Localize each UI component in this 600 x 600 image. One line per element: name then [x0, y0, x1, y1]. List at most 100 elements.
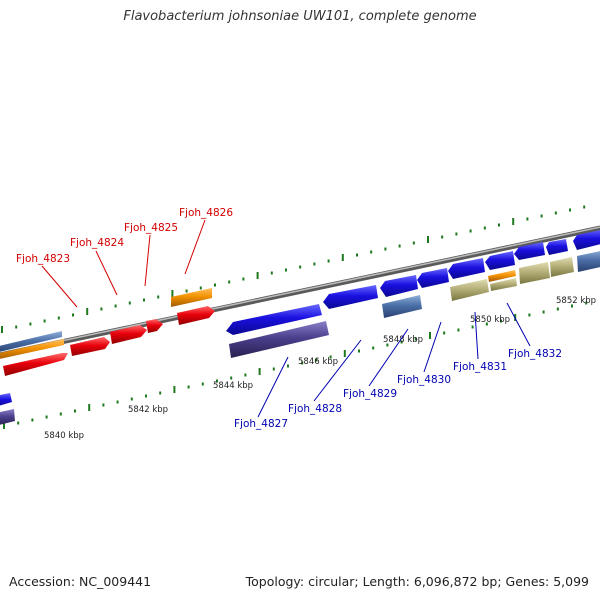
minor-tick-mark: [358, 349, 360, 353]
gene-feature-fjoh4831[interactable]: [448, 258, 485, 279]
gene-feature-orange[interactable]: [0, 339, 64, 360]
minor-tick-mark: [329, 355, 332, 359]
gene-feature-khaki-1[interactable]: [450, 279, 489, 301]
minor-tick-mark: [100, 307, 103, 311]
minor-tick-mark: [270, 271, 273, 275]
minor-tick-mark: [457, 328, 460, 332]
minor-tick-mark: [242, 277, 245, 281]
major-tick-mark: [258, 368, 261, 375]
minor-tick-mark: [185, 289, 188, 293]
minor-tick-mark: [114, 304, 117, 308]
gene-feature-orange-small[interactable]: [488, 270, 516, 282]
minor-tick-mark: [583, 205, 586, 209]
minor-tick-mark: [540, 214, 543, 218]
map-title: Flavobacterium johnsoniae UW101, complet…: [123, 9, 477, 24]
genome-backbone: [0, 225, 600, 358]
minor-tick-mark: [157, 295, 160, 299]
gene-label-fjoh4824[interactable]: Fjoh_4824: [70, 237, 124, 249]
genome-summary: Topology: circular; Length: 6,096,872 bp…: [245, 574, 589, 589]
minor-tick-mark: [228, 280, 231, 284]
gene-feature-orange-rna[interactable]: [171, 288, 212, 307]
minor-tick-mark: [370, 250, 373, 254]
gene-feature-khaki-3[interactable]: [519, 262, 550, 284]
gene-label-fjoh4825[interactable]: Fjoh_4825: [124, 222, 178, 234]
minor-tick-mark: [102, 403, 105, 407]
gene-feature-blue-edge[interactable]: [573, 229, 600, 250]
minor-tick-mark: [128, 301, 131, 305]
minor-tick-mark: [287, 364, 289, 368]
tick-label: 5844 kbp: [213, 381, 253, 391]
gene-label-fjoh4827[interactable]: Fjoh_4827: [234, 418, 288, 430]
major-tick-mark: [173, 386, 176, 393]
gene-feature-fjoh4823[interactable]: [70, 337, 110, 356]
gene-feature-fjoh4832[interactable]: [485, 251, 515, 270]
minor-tick-mark: [72, 313, 74, 317]
minor-tick-mark: [145, 394, 147, 398]
leader-line: [184, 219, 206, 275]
minor-tick-mark: [398, 244, 401, 248]
major-tick-mark: [343, 350, 346, 357]
gene-feature-fjoh4826[interactable]: [177, 306, 215, 325]
gene-label-fjoh4832[interactable]: Fjoh_4832: [508, 348, 562, 360]
gene-feature-fjoh4825[interactable]: [146, 319, 163, 333]
gene-feature-fjoh4824[interactable]: [110, 325, 147, 344]
gene-label-fjoh4823[interactable]: Fjoh_4823: [16, 253, 70, 265]
minor-tick-mark: [356, 253, 358, 257]
minor-tick-mark: [313, 262, 316, 266]
major-tick-mark: [88, 404, 91, 411]
minor-tick-mark: [455, 232, 458, 236]
gene-feature-khaki-2[interactable]: [490, 278, 517, 291]
minor-tick-mark: [29, 322, 32, 326]
tick-label: 5852 kbp: [556, 296, 596, 306]
minor-tick-mark: [528, 313, 531, 317]
major-tick-mark: [1, 326, 3, 333]
minor-tick-mark: [244, 373, 247, 377]
major-tick-mark: [512, 218, 515, 225]
minor-tick-mark: [201, 382, 204, 386]
minor-tick-mark: [498, 223, 500, 227]
gene-label-fjoh4828[interactable]: Fjoh_4828: [288, 403, 342, 415]
gene-feature-purple-long[interactable]: [229, 321, 329, 358]
tick-label: 5846 kbp: [298, 357, 338, 367]
minor-tick-mark: [301, 361, 304, 365]
gene-feature-fjoh4830[interactable]: [417, 268, 449, 288]
gene-feature-blue-next[interactable]: [514, 242, 545, 260]
minor-tick-mark: [199, 286, 202, 290]
gene-feature-blue[interactable]: [0, 393, 12, 407]
coordinate-ticks: 5840 kbp 5842 kbp 5844 kbp 5846 kbp 5848…: [44, 296, 596, 441]
major-tick-mark: [341, 254, 344, 261]
reverse-gene-labels: Fjoh_4827 Fjoh_4828 Fjoh_4829 Fjoh_4830 …: [234, 302, 562, 430]
minor-tick-mark: [214, 283, 216, 287]
gene-feature-fjoh4828[interactable]: [323, 285, 378, 309]
gene-feature-fjoh4827[interactable]: [226, 304, 322, 335]
minor-tick-mark: [556, 307, 559, 311]
minor-tick-mark: [386, 343, 389, 347]
gene-feature-steel-small[interactable]: [382, 295, 422, 318]
gene-label-fjoh4829[interactable]: Fjoh_4829: [343, 388, 397, 400]
gene-feature-steel[interactable]: [0, 331, 62, 353]
gene-feature-red[interactable]: [3, 353, 68, 376]
major-tick-mark: [86, 308, 89, 315]
minor-tick-mark: [569, 208, 571, 212]
forward-track-dots: [1, 205, 586, 333]
gene-label-fjoh4831[interactable]: Fjoh_4831: [453, 361, 507, 373]
gene-feature-khaki-4[interactable]: [550, 257, 574, 277]
gene-feature-steel-edge[interactable]: [577, 250, 600, 272]
minor-tick-mark: [187, 385, 190, 389]
gene-label-fjoh4826[interactable]: Fjoh_4826: [179, 207, 233, 219]
minor-tick-mark: [443, 331, 446, 335]
minor-tick-mark: [74, 409, 76, 413]
gene-label-fjoh4830[interactable]: Fjoh_4830: [397, 374, 451, 386]
minor-tick-mark: [412, 241, 415, 245]
gene-feature-blue-small[interactable]: [546, 239, 568, 255]
leader-line: [506, 302, 531, 347]
tick-label: 5840 kbp: [44, 431, 84, 441]
minor-tick-mark: [216, 379, 218, 383]
minor-tick-mark: [143, 298, 145, 302]
gene-feature-fjoh4829[interactable]: [380, 275, 418, 297]
reverse-track-dots: [3, 301, 588, 429]
minor-tick-mark: [45, 415, 48, 419]
minor-tick-mark: [500, 319, 502, 323]
gene-feature-purple[interactable]: [0, 409, 15, 426]
